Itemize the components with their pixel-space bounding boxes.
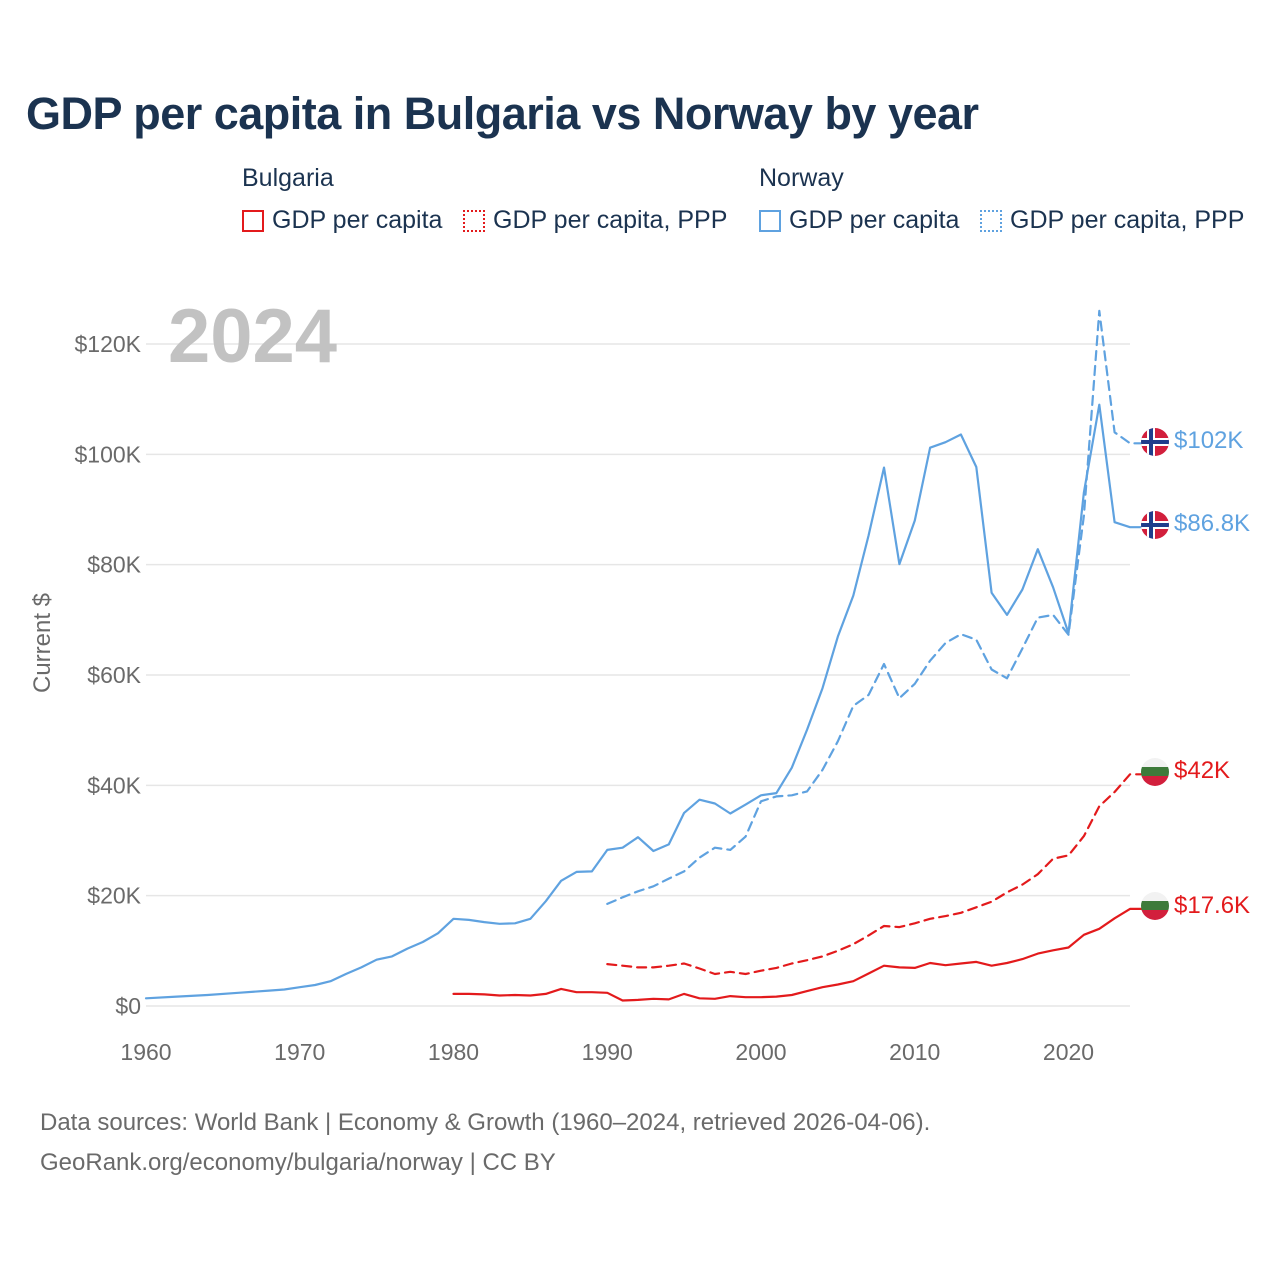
bulgaria-flag-icon — [1141, 892, 1169, 920]
legend-swatch-norway-ppp — [980, 209, 1002, 232]
legend-item-norway-ppp[interactable]: GDP per capita, PPP — [980, 206, 1244, 235]
legend-norway-heading: Norway — [759, 164, 844, 192]
footer-sources: Data sources: World Bank | Economy & Gro… — [40, 1109, 931, 1136]
legend-bulgaria-heading: Bulgaria — [242, 164, 334, 192]
y-tick-label: $60K — [87, 662, 141, 688]
legend-swatch-bulgaria-ppp — [463, 209, 485, 232]
y-tick-label: $80K — [87, 552, 141, 578]
end-label-layer: $86.8K $102K $17.6K $42K — [1174, 427, 1250, 919]
legend-label: GDP per capita — [789, 206, 960, 234]
series-line-bulgaria-ppp[interactable] — [606, 773, 1144, 976]
end-value-label: $17.6K — [1174, 892, 1250, 919]
norway-flag-icon — [1141, 428, 1169, 456]
chart-title: GDP per capita in Bulgaria vs Norway by … — [26, 88, 979, 139]
bulgaria-flag-icon — [1141, 758, 1169, 786]
x-tick-label: 2000 — [735, 1039, 786, 1065]
legend-swatch-bulgaria-gdp — [242, 209, 264, 232]
x-tick-label: 2020 — [1043, 1039, 1094, 1065]
legend-swatch-norway-gdp — [759, 209, 781, 232]
y-tick-label: $0 — [115, 993, 141, 1019]
series-line-norway-gdp[interactable] — [144, 403, 1144, 1000]
y-axis-label: Current $ — [29, 593, 56, 693]
series-layer — [144, 309, 1144, 1002]
series-line-bulgaria-gdp[interactable] — [452, 907, 1144, 1002]
legend-label: GDP per capita, PPP — [1010, 206, 1245, 234]
x-tick-label: 2010 — [889, 1039, 940, 1065]
x-tick-label: 1980 — [428, 1039, 479, 1065]
series-line-norway-ppp[interactable] — [606, 309, 1144, 906]
y-tick-label: $120K — [74, 331, 141, 357]
year-indicator: 2024 — [168, 294, 337, 379]
norway-flag-icon — [1141, 511, 1169, 539]
grid-layer: $0 $20K $40K $60K $80K $100K $120K 1960 1970 1980… — [74, 331, 1130, 1065]
legend-label: GDP per capita, PPP — [493, 206, 728, 234]
legend-item-bulgaria-gdp[interactable]: GDP per capita — [242, 206, 442, 235]
legend-label: GDP per capita — [272, 206, 443, 234]
legend-item-norway-gdp[interactable]: GDP per capita — [759, 206, 959, 235]
y-tick-label: $20K — [87, 883, 141, 909]
y-tick-label: $100K — [74, 441, 141, 467]
end-value-label: $42K — [1174, 757, 1230, 784]
y-tick-label: $40K — [87, 772, 141, 798]
end-value-label: $86.8K — [1174, 510, 1250, 537]
x-tick-label: 1970 — [274, 1039, 325, 1065]
x-tick-label: 1990 — [582, 1039, 633, 1065]
end-value-label: $102K — [1174, 427, 1243, 454]
legend-item-bulgaria-ppp[interactable]: GDP per capita, PPP — [463, 206, 727, 235]
footer-credit[interactable]: GeoRank.org/economy/bulgaria/norway | CC… — [40, 1149, 556, 1176]
x-tick-label: 1960 — [120, 1039, 171, 1065]
